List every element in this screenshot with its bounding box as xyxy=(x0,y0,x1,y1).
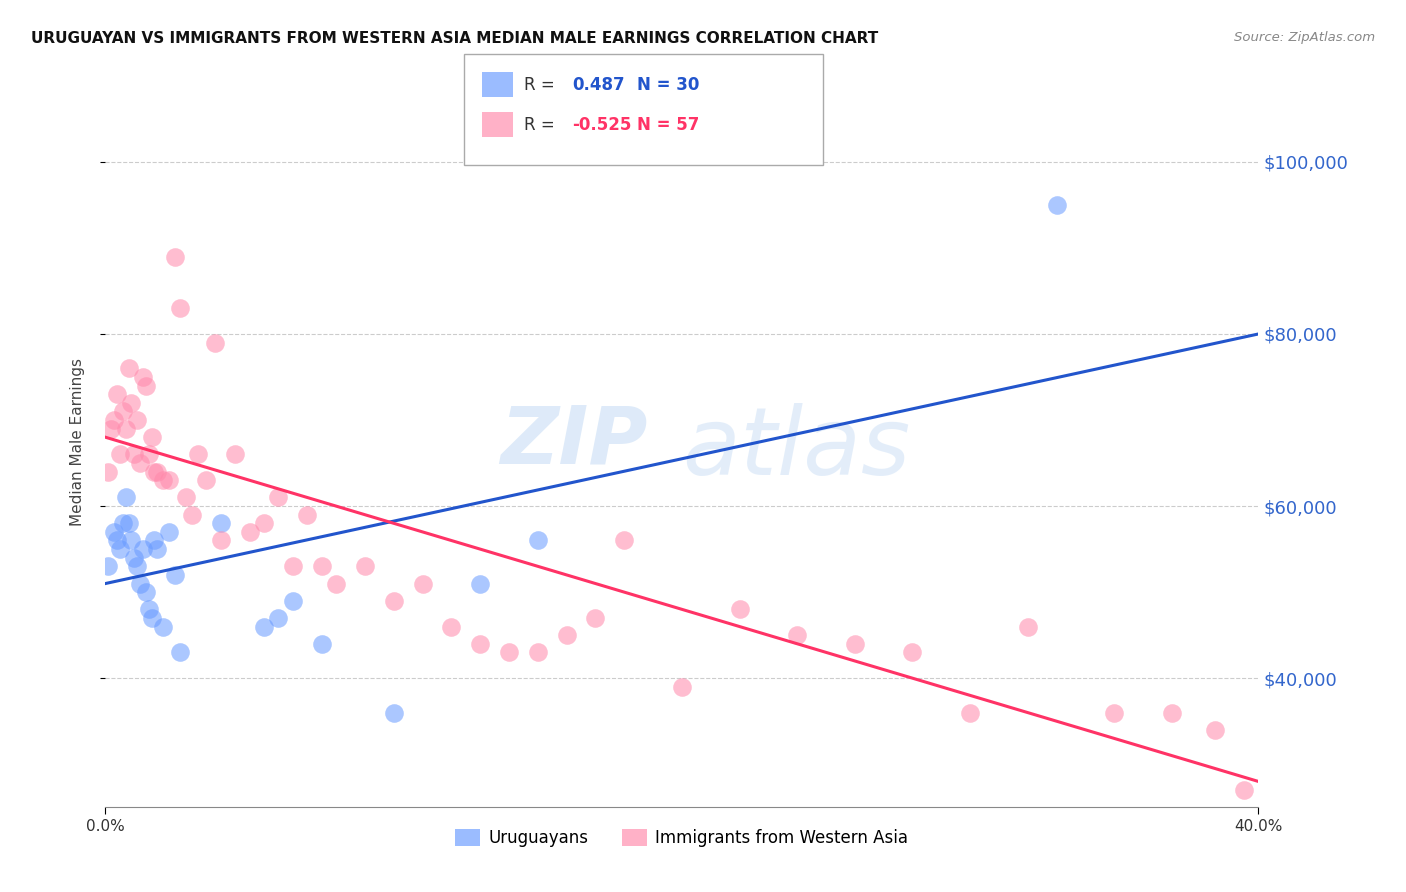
Point xyxy=(411,576,433,591)
Point xyxy=(382,706,405,720)
Point xyxy=(97,465,120,479)
Text: R =: R = xyxy=(524,116,561,134)
Point xyxy=(844,637,866,651)
Point xyxy=(671,680,693,694)
Point xyxy=(152,619,174,633)
Point xyxy=(613,533,636,548)
Point xyxy=(209,516,232,531)
Point xyxy=(114,422,136,436)
Point xyxy=(146,465,169,479)
Y-axis label: Median Male Earnings: Median Male Earnings xyxy=(70,358,84,525)
Point xyxy=(135,378,157,392)
Point xyxy=(135,585,157,599)
Point xyxy=(209,533,232,548)
Point xyxy=(786,628,808,642)
Point xyxy=(103,524,125,539)
Point xyxy=(132,370,155,384)
Point xyxy=(281,593,304,607)
Point xyxy=(267,611,290,625)
Point xyxy=(311,559,333,574)
Point xyxy=(440,619,463,633)
Point xyxy=(141,611,163,625)
Text: Source: ZipAtlas.com: Source: ZipAtlas.com xyxy=(1234,31,1375,45)
Point xyxy=(1204,723,1226,737)
Point xyxy=(127,413,149,427)
Point xyxy=(138,447,160,461)
Point xyxy=(163,568,186,582)
Point xyxy=(174,491,197,505)
Point xyxy=(281,559,304,574)
Text: R =: R = xyxy=(524,76,561,94)
Point xyxy=(157,524,180,539)
Point xyxy=(253,516,276,531)
Point xyxy=(163,250,186,264)
Point xyxy=(127,559,149,574)
Text: 0.487: 0.487 xyxy=(572,76,624,94)
Point xyxy=(108,447,131,461)
Point xyxy=(120,533,142,548)
Point xyxy=(97,559,120,574)
Point xyxy=(527,645,550,659)
Point xyxy=(124,550,146,565)
Point xyxy=(129,456,152,470)
Point xyxy=(195,473,218,487)
Point xyxy=(105,387,128,401)
Point xyxy=(169,645,191,659)
Point xyxy=(143,465,166,479)
Point xyxy=(959,706,981,720)
Text: N = 57: N = 57 xyxy=(637,116,699,134)
Point xyxy=(527,533,550,548)
Point xyxy=(311,637,333,651)
Point xyxy=(114,491,136,505)
Point xyxy=(105,533,128,548)
Point xyxy=(187,447,209,461)
Point xyxy=(120,396,142,410)
Point xyxy=(585,611,607,625)
Point xyxy=(117,361,139,376)
Point xyxy=(267,491,290,505)
Point xyxy=(108,542,131,557)
Point xyxy=(100,422,122,436)
Point xyxy=(132,542,155,557)
Point xyxy=(169,301,191,315)
Point xyxy=(470,576,492,591)
Point xyxy=(555,628,578,642)
Point xyxy=(1161,706,1184,720)
Point xyxy=(224,447,246,461)
Legend: Uruguayans, Immigrants from Western Asia: Uruguayans, Immigrants from Western Asia xyxy=(449,822,915,854)
Point xyxy=(239,524,262,539)
Point xyxy=(141,430,163,444)
Point xyxy=(103,413,125,427)
Point xyxy=(901,645,924,659)
Text: -0.525: -0.525 xyxy=(572,116,631,134)
Point xyxy=(124,447,146,461)
Point xyxy=(117,516,139,531)
Point xyxy=(354,559,377,574)
Text: ZIP: ZIP xyxy=(501,402,647,481)
Point xyxy=(728,602,751,616)
Text: N = 30: N = 30 xyxy=(637,76,699,94)
Point xyxy=(1017,619,1039,633)
Point xyxy=(382,593,405,607)
Point xyxy=(111,516,134,531)
Point xyxy=(111,404,134,418)
Point xyxy=(253,619,276,633)
Point xyxy=(138,602,160,616)
Point xyxy=(1102,706,1125,720)
Point xyxy=(152,473,174,487)
Point xyxy=(157,473,180,487)
Point xyxy=(297,508,319,522)
Point xyxy=(325,576,347,591)
Point xyxy=(1233,783,1256,797)
Point xyxy=(146,542,169,557)
Point xyxy=(470,637,492,651)
Text: URUGUAYAN VS IMMIGRANTS FROM WESTERN ASIA MEDIAN MALE EARNINGS CORRELATION CHART: URUGUAYAN VS IMMIGRANTS FROM WESTERN ASI… xyxy=(31,31,879,46)
Text: atlas: atlas xyxy=(682,403,910,494)
Point xyxy=(204,335,226,350)
Point xyxy=(180,508,204,522)
Point xyxy=(498,645,520,659)
Point xyxy=(143,533,166,548)
Point xyxy=(129,576,152,591)
Point xyxy=(1046,198,1069,212)
